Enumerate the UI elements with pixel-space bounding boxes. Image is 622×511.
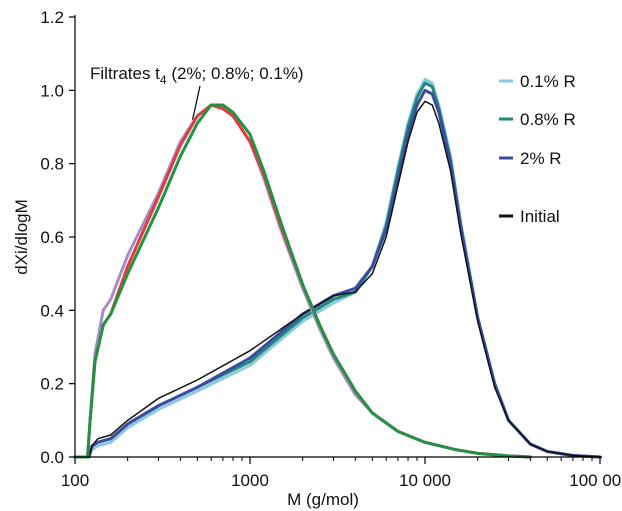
y-axis-title: dXi/dlogM	[12, 199, 31, 275]
annotation: Filtrates t4 (2%; 0.8%; 0.1%)	[90, 64, 304, 120]
y-tick-label: 1.0	[40, 81, 64, 100]
y-tick-label: 0.2	[40, 375, 64, 394]
x-tick-label: 100	[61, 471, 89, 490]
annotation-arrow	[192, 85, 201, 120]
x-tick-label: 1000	[231, 471, 269, 490]
legend-label: Initial	[520, 207, 560, 226]
series-line-0	[73, 77, 602, 459]
series-layer	[73, 77, 602, 459]
series-line-2	[73, 88, 602, 459]
y-tick-label: 0.8	[40, 155, 64, 174]
legend-label: 0.8% R	[520, 110, 576, 129]
y-tick-label: 0.0	[40, 448, 64, 467]
series-line-3	[74, 100, 601, 458]
annotation-text: Filtrates t4 (2%; 0.8%; 0.1%)	[90, 64, 304, 87]
y-tick-label: 0.6	[40, 228, 64, 247]
x-axis-title: M (g/mol)	[287, 490, 359, 509]
ticks-layer: 0.0 0.2 0.4 0.6 0.8 1.0 1.2 100 1000 10 000 100 00…	[40, 8, 622, 490]
legend: 0.1% R 0.8% R 2% R Initial	[499, 72, 576, 226]
y-tick-label: 0.4	[40, 301, 64, 320]
x-tick-label: 10 000	[399, 471, 451, 490]
x-tick-label: 100 000	[569, 471, 622, 490]
legend-label: 0.1% R	[520, 72, 576, 91]
legend-label: 2% R	[520, 149, 562, 168]
series-line-6	[73, 103, 532, 459]
y-tick-label: 1.2	[40, 8, 64, 27]
